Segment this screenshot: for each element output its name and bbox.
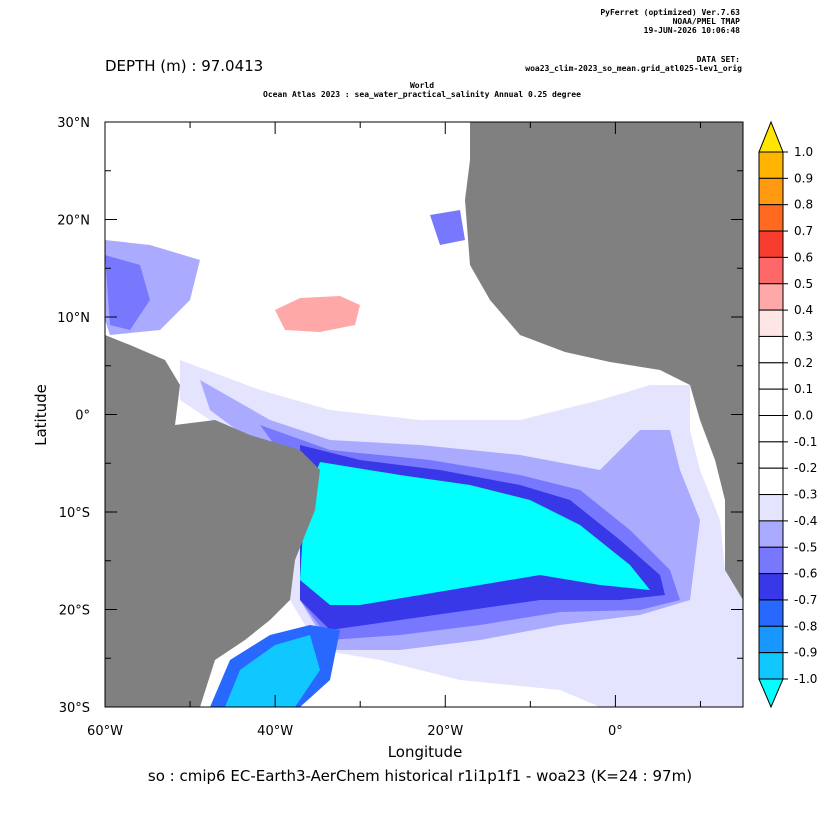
colorbar-box	[758, 256, 784, 285]
colorbar-over	[758, 120, 784, 153]
colorbar-box	[758, 388, 784, 416]
field-cyan-south	[225, 635, 320, 707]
x-tick-label: 40°W	[257, 724, 293, 739]
colorbar-under	[758, 678, 784, 709]
colorbar-box	[758, 362, 784, 390]
colorbar-label: -0.3	[794, 488, 817, 502]
colorbar-box	[758, 652, 784, 680]
colorbar-box	[758, 283, 784, 311]
colorbar-label: -0.1	[794, 435, 817, 449]
y-axis-label: Latitude	[32, 384, 50, 446]
software: PyFerret (optimized) Ver.7.63	[600, 7, 740, 17]
land-south-america	[105, 335, 320, 707]
colorbar-box	[758, 441, 784, 469]
colorbar-box	[758, 335, 784, 364]
colorbar-box	[758, 494, 784, 522]
colorbar-label: -0.8	[794, 619, 817, 633]
colorbar-label: 0.1	[794, 382, 813, 396]
depth-label: DEPTH (m) : 97.0413	[105, 57, 263, 75]
y-tick-label: 30°S	[59, 701, 90, 716]
colorbar-label: -0.2	[794, 461, 817, 475]
y-tick-label: 10°S	[59, 506, 90, 521]
date: 19-JUN-2026 10:06:48	[644, 26, 741, 35]
y-tick-label: 20°S	[59, 604, 90, 619]
dataset: woa23_clim-2023_so_mean.grid_atl025-lev1…	[525, 63, 742, 73]
colorbar-box	[758, 177, 784, 206]
header: PyFerret (optimized) Ver.7.63 NOAA/PMEL …	[105, 7, 742, 99]
x-tick-label: 20°W	[427, 724, 463, 739]
colorbar-label: -0.6	[794, 567, 817, 581]
colorbar-label: 0.7	[794, 224, 813, 238]
colorbar-label: 0.6	[794, 250, 813, 264]
colorbar-box	[758, 625, 784, 654]
x-tick-label: 0°	[608, 724, 623, 739]
title: World	[410, 81, 434, 90]
colorbar-box	[758, 573, 784, 601]
y-tick-label: 0°	[75, 409, 90, 424]
title: Ocean Atlas 2023 : sea_water_practical_s…	[263, 89, 581, 99]
colorbar-label: -1.0	[794, 672, 817, 686]
y-tick-label: 20°N	[57, 214, 90, 229]
colorbar-label: 0.9	[794, 171, 813, 185]
colorbar-label: 0.3	[794, 329, 813, 343]
colorbar-box	[758, 151, 784, 179]
colorbar-label: 0.2	[794, 356, 813, 370]
colorbar-label: -0.9	[794, 646, 817, 660]
colorbar-box	[758, 415, 784, 443]
colorbar-label: 0.0	[794, 409, 813, 423]
land-africa	[465, 122, 743, 600]
x-tick-label: 60°W	[87, 724, 123, 739]
colorbar-label: -0.5	[794, 540, 817, 554]
field-pink	[275, 296, 360, 332]
colorbar-box	[758, 599, 784, 627]
field-cyan	[300, 462, 650, 605]
colorbar-label: -0.7	[794, 593, 817, 607]
colorbar-box	[758, 230, 784, 258]
field	[105, 122, 743, 707]
org: NOAA/PMEL TMAP	[673, 17, 741, 26]
y-tick-label: 10°N	[57, 311, 90, 326]
footer: so : cmip6 EC-Earth3-AerChem historical …	[148, 767, 692, 785]
colorbar-box	[758, 520, 784, 548]
y-tick-label: 30°N	[57, 116, 90, 131]
colorbar-label: 0.4	[794, 303, 813, 317]
field-blue-nw-core	[105, 255, 150, 330]
x-axis-label: Longitude	[388, 743, 463, 761]
colorbar-box	[758, 204, 784, 232]
colorbar-box	[758, 309, 784, 337]
colorbar-label: 0.8	[794, 198, 813, 212]
colorbar-box	[758, 467, 784, 496]
field-blue-canary	[430, 210, 465, 245]
dataset-label: DATA SET:	[697, 55, 740, 64]
colorbar-label: 0.5	[794, 277, 813, 291]
colorbar-label: -0.4	[794, 514, 817, 528]
colorbar-label: 1.0	[794, 145, 813, 159]
colorbar-box	[758, 546, 784, 575]
